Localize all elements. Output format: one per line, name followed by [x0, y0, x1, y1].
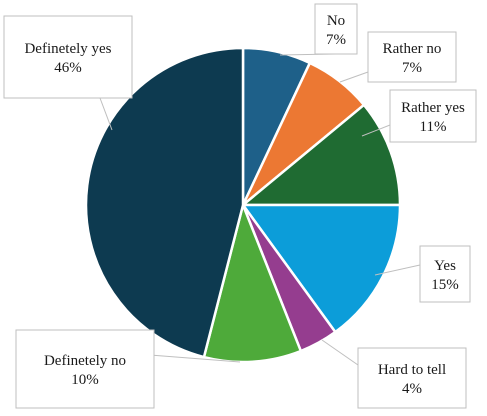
slice-value-label: 7% — [326, 32, 346, 48]
leader-line — [361, 124, 391, 137]
callout-box — [3, 15, 133, 99]
slice-label: Rather yes — [401, 100, 465, 116]
callout-box — [15, 329, 155, 409]
leader-line — [374, 264, 421, 276]
slice-value-label: 46% — [54, 60, 82, 76]
callout-box — [419, 245, 471, 303]
slice-callouts: No 7% Rather no 7% Rather yes 11% Yes 15% Hard t… — [3, 3, 477, 409]
callout-box — [367, 31, 457, 83]
callout-definetely-no: Definetely no 10% — [15, 329, 241, 409]
slice-value-label: 15% — [431, 277, 459, 293]
slice-label: Definetely yes — [24, 41, 111, 57]
callout-box — [357, 347, 467, 409]
leader-line — [99, 97, 113, 131]
slice-label: Hard to tell — [378, 362, 446, 378]
callout-yes: Yes 15% — [374, 245, 471, 303]
slice-value-label: 11% — [420, 119, 447, 135]
slice-label: No — [327, 13, 345, 29]
slice-value-label: 4% — [402, 381, 422, 397]
leader-line — [339, 71, 369, 83]
callout-box — [389, 89, 477, 143]
leader-line — [321, 339, 359, 366]
slice-label: Definetely no — [44, 353, 126, 369]
callout-hard-to-tell: Hard to tell 4% — [321, 339, 467, 409]
callout-definetely-yes: Definetely yes 46% — [3, 15, 133, 131]
leader-line — [149, 354, 241, 363]
pie-slices — [84, 46, 402, 364]
callout-box — [314, 3, 358, 55]
slice-label: Yes — [434, 258, 456, 274]
callout-rather-yes: Rather yes 11% — [361, 89, 477, 143]
slice-yes — [240, 203, 402, 334]
slice-label: Rather no — [383, 41, 442, 57]
slice-definetely-no — [202, 200, 303, 364]
callout-no: No 7% — [279, 3, 358, 56]
callout-rather-no: Rather no 7% — [339, 31, 457, 83]
slice-value-label: 7% — [402, 60, 422, 76]
slice-value-label: 10% — [71, 372, 99, 388]
slice-rather-yes — [239, 103, 402, 207]
